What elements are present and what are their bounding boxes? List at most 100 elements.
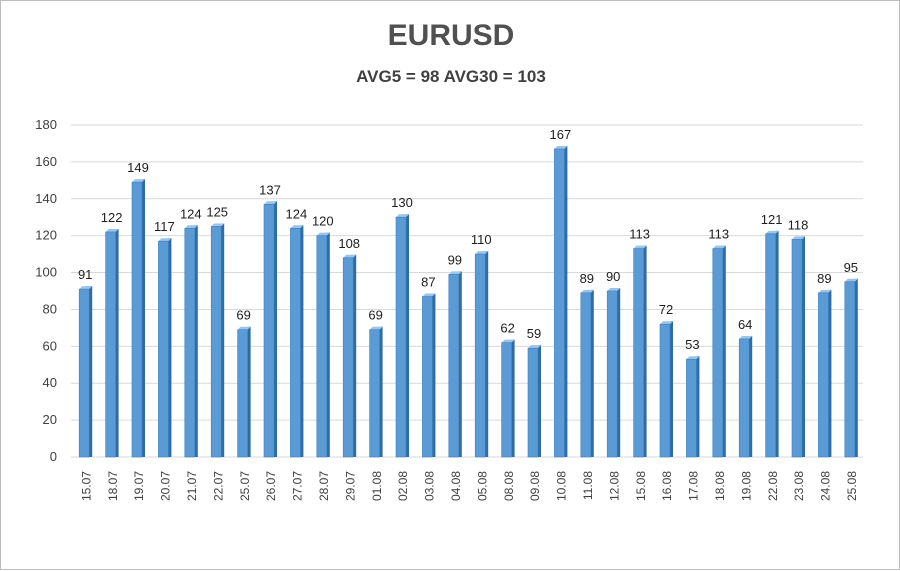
x-tick-label: 18.08 <box>713 471 727 501</box>
bar <box>527 345 541 458</box>
chart-subtitle: AVG5 = 98 AVG30 = 103 <box>356 67 546 86</box>
data-label: 121 <box>761 212 783 227</box>
x-tick-label: 08.08 <box>502 471 516 501</box>
y-tick-label: 80 <box>43 301 57 316</box>
x-tick-label: 19.07 <box>132 471 146 501</box>
bar <box>474 251 489 458</box>
x-tick-label: 16.08 <box>660 471 674 501</box>
x-tick-label: 03.08 <box>423 471 437 501</box>
data-label: 99 <box>448 252 462 267</box>
bar <box>501 339 515 458</box>
bar-side <box>511 339 515 457</box>
bar-front <box>290 227 301 458</box>
bar-top <box>211 223 225 227</box>
y-tick-label: 60 <box>43 338 57 353</box>
bar-front <box>474 253 486 458</box>
bar-side <box>617 288 621 457</box>
bar-front <box>316 235 328 458</box>
bar <box>844 278 858 458</box>
data-label: 72 <box>659 302 673 317</box>
x-tick-label: 22.07 <box>211 471 225 501</box>
bar-front <box>712 248 724 458</box>
bar-top <box>792 236 805 240</box>
bar-side <box>247 326 251 457</box>
x-tick-label: 25.07 <box>238 471 252 501</box>
data-label: 108 <box>338 236 360 251</box>
bar-top <box>237 326 251 330</box>
bar-top <box>343 254 357 258</box>
bar-top <box>396 214 409 218</box>
x-tick-label: 11.08 <box>581 471 595 500</box>
bar-front <box>818 292 829 458</box>
data-label: 64 <box>738 317 752 332</box>
bar-top <box>633 245 647 249</box>
data-label: 118 <box>788 217 809 232</box>
x-tick-label: 27.07 <box>291 471 305 501</box>
bar-front <box>78 288 90 458</box>
bar-side <box>749 335 753 457</box>
x-tick-label: 04.08 <box>449 471 463 501</box>
bar-top <box>79 286 93 290</box>
bar <box>738 335 753 458</box>
bar-front <box>659 323 671 458</box>
bar-side <box>194 225 198 457</box>
bar-side <box>221 223 225 457</box>
bar-side <box>828 289 832 457</box>
bar-front <box>422 296 433 458</box>
bar <box>158 238 172 458</box>
data-label: 95 <box>844 260 858 275</box>
x-tick-label: 02.08 <box>396 471 410 501</box>
data-label: 117 <box>154 219 175 234</box>
bar-top <box>844 278 858 282</box>
bar <box>712 245 726 458</box>
x-tick-label: 17.08 <box>687 471 701 501</box>
x-tick-label: 10.08 <box>555 471 569 501</box>
data-label: 167 <box>550 127 572 142</box>
bar-side <box>326 232 330 457</box>
bar-top <box>501 339 515 343</box>
bar-side <box>432 293 436 457</box>
data-label: 69 <box>236 308 250 323</box>
bar-front <box>105 231 116 458</box>
bar-top <box>475 251 489 255</box>
y-tick-label: 160 <box>35 154 57 169</box>
bar-side <box>670 321 673 457</box>
bar-front <box>158 240 169 458</box>
x-tick-label: 20.07 <box>159 471 173 501</box>
bar-top <box>739 335 753 339</box>
data-label: 89 <box>817 271 831 286</box>
bar-front <box>527 347 539 458</box>
data-label: 110 <box>471 232 492 247</box>
data-label: 125 <box>206 204 228 219</box>
bar-side <box>142 179 145 457</box>
bar-front <box>448 274 460 458</box>
data-label: 122 <box>101 210 123 225</box>
bar <box>448 271 462 458</box>
bar-top <box>765 230 779 234</box>
bar-front <box>342 257 354 458</box>
bar-front <box>580 292 592 458</box>
x-tick-label: 09.08 <box>528 471 542 501</box>
bar-side <box>379 326 383 457</box>
bar-side <box>89 286 93 457</box>
bar-side <box>300 225 304 457</box>
y-tick-label: 180 <box>35 117 57 132</box>
bar-top <box>316 232 330 236</box>
bar <box>554 145 568 458</box>
x-tick-label: 15.07 <box>79 471 93 501</box>
bar-front <box>606 290 618 458</box>
bar-front <box>633 248 644 458</box>
data-label: 53 <box>685 337 699 352</box>
data-label: 124 <box>286 206 308 221</box>
bar-front <box>738 338 750 458</box>
bar <box>290 225 304 458</box>
bar <box>818 289 832 458</box>
bar-top <box>158 238 172 242</box>
bar-top <box>184 225 198 229</box>
bar-side <box>775 230 779 457</box>
x-tick-label: 15.08 <box>634 471 648 501</box>
bar-front <box>131 181 143 458</box>
bar-top <box>580 289 594 293</box>
chart-title: EURUSD <box>387 19 515 52</box>
bar-top <box>448 271 462 275</box>
